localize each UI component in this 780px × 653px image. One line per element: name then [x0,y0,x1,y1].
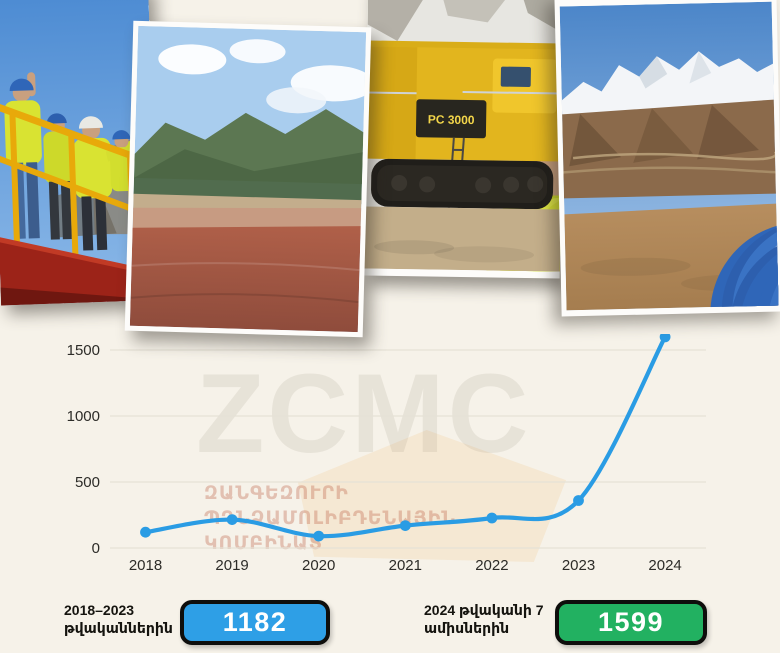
zcmc-watermark-text: ԶԱՆԳԵԶՈՒՐԻ ՊՂՆՁԱՄՈԼԻԲԴԵՆԱՅԻՆ ԿՈՄԲԻՆԱՏ [204,481,456,556]
stat-value-text: 1599 [597,607,665,637]
zcmc-watermark: ZCMC [196,351,532,476]
excavator-model-label: PC 3000 [428,112,475,127]
photo-mountain-team [124,20,372,338]
watermark-line: ՊՂՆՁԱՄՈԼԻԲԴԵՆԱՅԻՆ [204,508,456,530]
y-axis-tick-label: 0 [92,540,100,557]
x-axis-tick-label: 2018 [129,557,162,574]
x-axis-tick-label: 2021 [389,557,422,574]
snow-peaks [561,51,775,119]
hard-hat [9,78,34,92]
stat-value-2024: 1599 [555,600,707,645]
model-panel [415,99,487,139]
photo-mine-panorama-group [554,0,780,317]
data-point [573,495,584,506]
x-axis-tick-label: 2023 [562,557,595,574]
ground [363,206,561,272]
x-axis-tick-label: 2019 [215,557,248,574]
x-axis-tick-label: 2020 [302,557,335,574]
y-axis-tick-label: 500 [75,474,100,491]
cab-window [500,66,531,88]
excavator: PC 3000 [365,40,564,209]
watermark-line: ԶԱՆԳԵԶՈՒՐԻ [204,483,349,504]
watermark-line: ԿՈՄԲԻՆԱՏ [204,533,323,555]
cloud [158,44,227,75]
stat-label-line: 2024 թվականի 7 [424,602,544,618]
crawler-tracks [371,158,554,210]
stat-label-2024: 2024 թվականի 7 ամիսներին [424,601,544,637]
photo-excavator-group: PC 3000 [363,0,565,279]
data-point [140,526,151,538]
stat-label-2018-2023: 2018–2023 թվականներին [64,601,173,637]
red-ground [129,226,361,333]
white-hard-hat [79,116,103,129]
photo-platform-workers [0,0,160,306]
stat-label-line: 2018–2023 [64,602,135,618]
stat-value-text: 1182 [222,607,288,637]
data-point [659,334,671,343]
red-platform [0,239,160,306]
x-axis-tick-label: 2024 [648,557,681,574]
y-axis-tick-label: 1500 [67,342,100,359]
y-axis-tick-label: 1000 [67,408,100,425]
stat-label-line: ամիսներին [424,620,510,637]
stat-label-line: թվականներին [64,620,173,637]
stat-value-2018-2023: 1182 [180,600,330,645]
